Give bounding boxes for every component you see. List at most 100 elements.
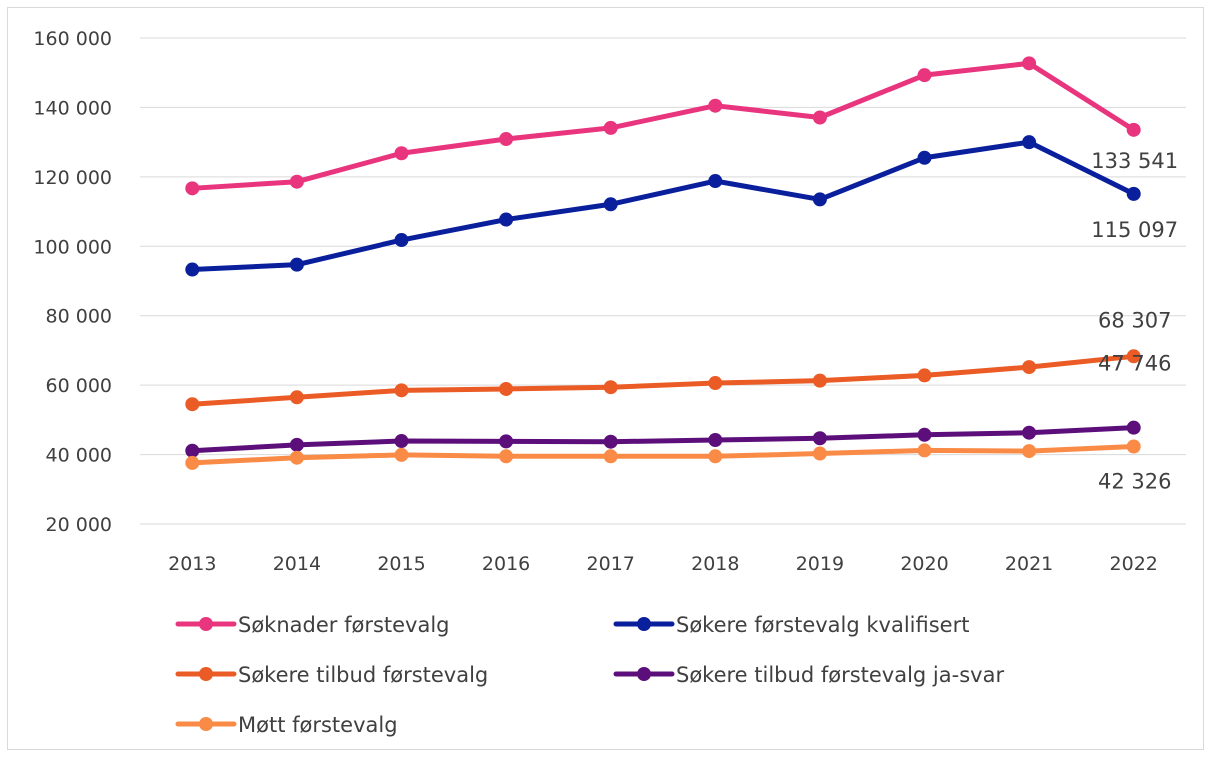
y-tick-label: 80 000 — [46, 306, 112, 328]
data-point — [917, 68, 932, 83]
legend-item: Søkere tilbud førstevalg — [175, 663, 488, 687]
data-point — [708, 449, 723, 464]
data-point — [289, 174, 304, 189]
x-tick-label: 2016 — [482, 553, 530, 575]
x-tick-label: 2013 — [168, 553, 216, 575]
y-tick-label: 160 000 — [33, 28, 112, 50]
data-point — [1022, 444, 1037, 459]
legend-marker — [637, 617, 651, 631]
data-point — [708, 376, 723, 391]
data-label: 47 746 — [1098, 352, 1171, 376]
y-tick-label: 120 000 — [33, 167, 112, 189]
data-point — [394, 434, 409, 449]
x-axis: 2013 2014 2015 2016 2017 2018 2019 2020 2021 2022 — [168, 553, 1158, 575]
data-point — [185, 397, 200, 412]
data-point — [1126, 420, 1141, 435]
data-point — [394, 447, 409, 462]
legend-item: Søknader førstevalg — [175, 613, 450, 637]
data-point — [708, 432, 723, 447]
data-point — [603, 449, 618, 464]
series-line — [189, 353, 1137, 407]
x-tick-label: 2022 — [1110, 553, 1158, 575]
x-tick-label: 2020 — [900, 553, 948, 575]
data-point — [1126, 439, 1141, 454]
series-0 — [185, 56, 1141, 196]
legend-label: Søkere tilbud førstevalg — [238, 663, 488, 687]
y-tick-label: 140 000 — [33, 97, 112, 119]
data-point — [1126, 186, 1141, 201]
data-label: 133 541 — [1091, 149, 1178, 173]
data-point — [812, 192, 827, 207]
series-line — [189, 425, 1137, 454]
data-point — [917, 427, 932, 442]
x-tick-label: 2021 — [1005, 553, 1053, 575]
series-2 — [185, 349, 1141, 412]
data-point — [1022, 56, 1037, 71]
data-point — [917, 368, 932, 383]
legend-marker — [199, 617, 213, 631]
series-4 — [185, 439, 1141, 470]
legend-label: Søkere førstevalg kvalifisert — [676, 613, 969, 637]
data-point — [185, 262, 200, 277]
data-point — [812, 446, 827, 461]
series-line — [189, 60, 1137, 191]
legend-item: Søkere tilbud førstevalg ja-svar — [613, 663, 1004, 687]
gridlines — [140, 37, 1186, 525]
data-point — [708, 174, 723, 189]
data-point — [185, 443, 200, 458]
legend-label: Søkere tilbud førstevalg ja-svar — [676, 663, 1004, 687]
data-label: 115 097 — [1091, 218, 1178, 242]
data-label: 68 307 — [1098, 308, 1171, 332]
data-point — [289, 257, 304, 272]
data-point — [185, 455, 200, 470]
data-point — [917, 443, 932, 458]
series-line — [189, 443, 1137, 466]
data-point — [603, 434, 618, 449]
data-point — [1022, 425, 1037, 440]
series-1 — [185, 135, 1141, 277]
data-point — [394, 383, 409, 398]
y-tick-label: 40 000 — [46, 445, 112, 467]
legend-marker — [199, 667, 213, 681]
data-point — [499, 381, 514, 396]
data-point — [708, 98, 723, 113]
legend-item: Møtt førstevalg — [175, 713, 398, 737]
legend-item: Søkere førstevalg kvalifisert — [613, 613, 969, 637]
data-point — [1022, 360, 1037, 375]
x-tick-label: 2019 — [796, 553, 844, 575]
data-point — [499, 212, 514, 227]
data-point — [1022, 135, 1037, 150]
data-point — [289, 390, 304, 405]
data-point — [917, 150, 932, 165]
data-label: 42 326 — [1098, 469, 1171, 493]
legend-label: Møtt førstevalg — [238, 713, 398, 737]
data-labels: 133 541 115 097 68 307 47 746 42 326 — [1091, 149, 1178, 494]
data-point — [499, 434, 514, 449]
y-axis: 20 000 40 000 60 000 80 000 100 000 120 000 14… — [33, 28, 112, 536]
data-point — [1126, 349, 1141, 364]
legend-marker — [637, 667, 651, 681]
data-point — [499, 132, 514, 147]
y-tick-label: 100 000 — [33, 236, 112, 258]
data-point — [394, 233, 409, 248]
data-point — [603, 120, 618, 135]
x-tick-label: 2014 — [273, 553, 321, 575]
data-point — [603, 197, 618, 212]
data-point — [185, 181, 200, 196]
data-point — [1126, 122, 1141, 137]
data-point — [499, 449, 514, 464]
data-point — [812, 110, 827, 125]
data-point — [603, 380, 618, 395]
data-point — [394, 146, 409, 161]
y-tick-label: 20 000 — [46, 514, 112, 536]
data-point — [289, 450, 304, 465]
data-point — [812, 373, 827, 388]
x-tick-label: 2017 — [587, 553, 635, 575]
legend: Søknader førstevalg Søkere førstevalg kva… — [175, 613, 1004, 737]
series-line — [189, 139, 1137, 273]
legend-label: Søknader førstevalg — [238, 613, 450, 637]
x-tick-label: 2018 — [691, 553, 739, 575]
series-layer — [185, 56, 1141, 470]
legend-marker — [199, 717, 213, 731]
